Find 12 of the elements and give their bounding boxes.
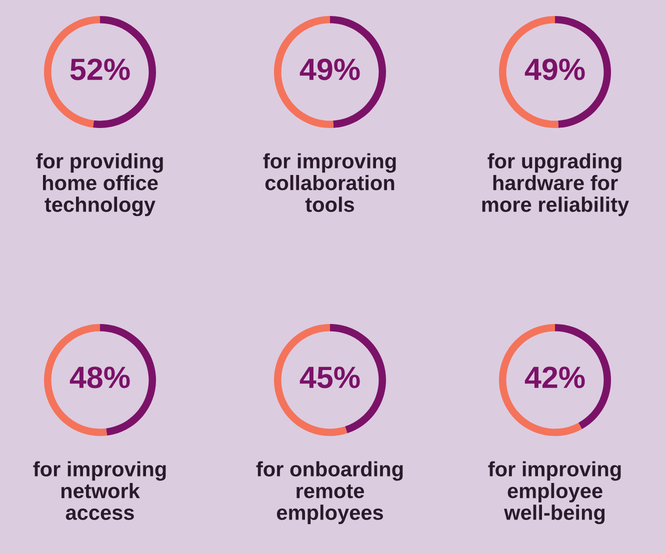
data-label: 49%: [524, 58, 585, 80]
data-label: 52%: [70, 58, 130, 80]
text: for improving employee well-being: [488, 461, 621, 524]
data-label: 49%: [300, 58, 360, 80]
text: for onboarding remote employees: [256, 461, 403, 524]
data-label: 45%: [300, 366, 360, 388]
text: for providing home office technology: [36, 153, 163, 216]
data-label: 42%: [524, 366, 585, 388]
text: for improving collaboration tools: [263, 153, 396, 212]
text: for improving network access: [33, 461, 166, 520]
data-label: 48%: [70, 366, 130, 388]
text: for upgrading hardware for more reliability: [482, 153, 629, 216]
